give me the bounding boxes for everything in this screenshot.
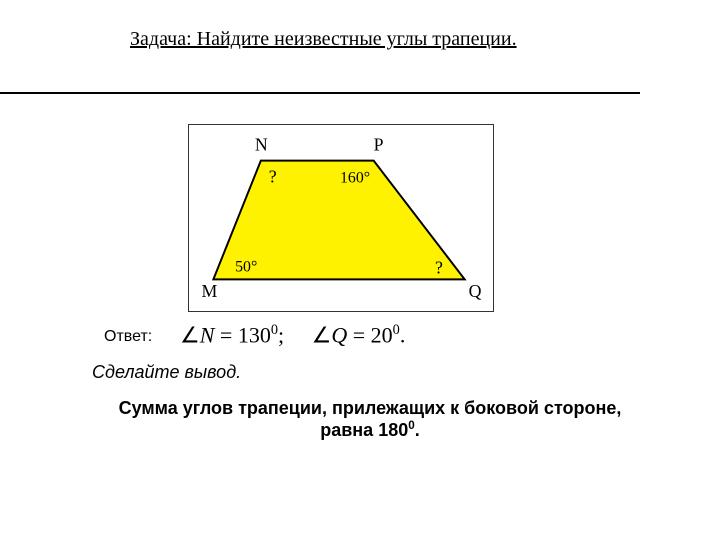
angle-q-value: 20 xyxy=(371,322,393,347)
angle-var-q: Q xyxy=(331,322,347,347)
svg-text:?: ? xyxy=(435,257,443,277)
degree-sup: 0 xyxy=(271,322,278,338)
period: . xyxy=(400,322,406,347)
angle-symbol: ∠ xyxy=(180,322,200,347)
angle-n-value: 130 xyxy=(238,322,271,347)
svg-text:P: P xyxy=(374,135,384,155)
svg-text:?: ? xyxy=(269,166,277,186)
equals-sign: = xyxy=(220,322,232,347)
equals-sign: = xyxy=(353,322,365,347)
trapezoid-svg: M N P Q 50°? 160°? xyxy=(189,125,493,311)
svg-text:160°: 160° xyxy=(340,169,370,186)
semicolon: ; xyxy=(278,322,284,347)
conclusion-line2-pre: равна 180 xyxy=(320,420,408,440)
angle-var-n: N xyxy=(200,322,215,347)
svg-text:N: N xyxy=(255,135,268,155)
answer-math: ∠N = 1300; ∠Q = 200. xyxy=(180,322,405,348)
svg-text:M: M xyxy=(202,281,218,301)
answer-label: Ответ: xyxy=(104,328,152,346)
svg-text:Q: Q xyxy=(469,281,482,301)
conclusion-line1: Сумма углов трапеции, прилежащих к боков… xyxy=(119,398,622,418)
svg-text:50°: 50° xyxy=(235,258,257,275)
horizontal-rule xyxy=(0,92,640,94)
conclusion-line2-post: . xyxy=(415,420,420,440)
conclusion-prompt: Сделайте вывод. xyxy=(92,362,241,383)
angle-symbol: ∠ xyxy=(312,322,332,347)
problem-title: Задача: Найдите неизвестные углы трапеци… xyxy=(130,28,517,51)
degree-sup: 0 xyxy=(393,322,400,338)
conclusion-text: Сумма углов трапеции, прилежащих к боков… xyxy=(110,398,630,441)
trapezoid-figure: M N P Q 50°? 160°? xyxy=(188,124,494,312)
slide-page: Задача: Найдите неизвестные углы трапеци… xyxy=(0,0,720,540)
